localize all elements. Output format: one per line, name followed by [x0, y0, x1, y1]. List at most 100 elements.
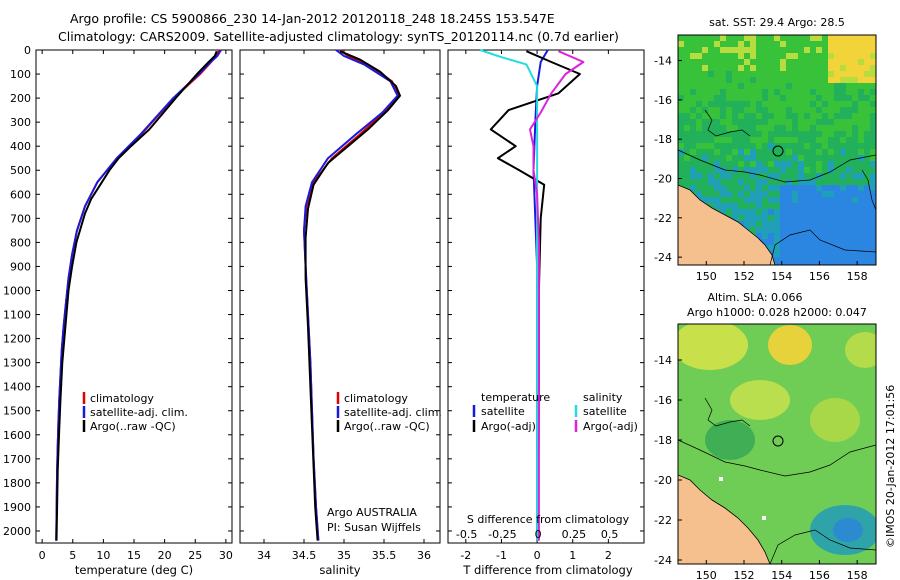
- sst-cell: [684, 155, 690, 161]
- sst-cell: [864, 263, 870, 265]
- sst-cell: [852, 59, 858, 65]
- sst-cell: [726, 59, 732, 65]
- sst-cell: [786, 161, 792, 167]
- sst-cell: [798, 119, 804, 125]
- sst-cell: [678, 95, 684, 101]
- x-tick-label: 0: [39, 549, 46, 562]
- lat-tick-label: -22: [654, 514, 672, 527]
- legend-t-argo-label: Argo(-adj): [481, 420, 536, 433]
- sst-cell: [798, 113, 804, 119]
- sst-cell: [762, 101, 768, 107]
- sst-cell: [690, 101, 696, 107]
- sst-cell: [750, 209, 756, 215]
- sst-cell: [720, 59, 726, 65]
- sst-cell: [720, 167, 726, 173]
- sst-cell: [678, 155, 684, 161]
- sst-cell: [774, 131, 780, 137]
- sst-cell: [762, 143, 768, 149]
- sst-cell: [858, 131, 864, 137]
- sst-cell: [738, 215, 744, 221]
- sst-cell: [744, 77, 750, 83]
- sst-cell: [804, 203, 810, 209]
- sst-cell: [816, 77, 822, 83]
- sst-cell: [864, 47, 870, 53]
- sst-cell: [780, 125, 786, 131]
- sst-cell: [774, 89, 780, 95]
- sst-cell: [768, 95, 774, 101]
- sst-cell: [786, 143, 792, 149]
- sst-cell: [846, 167, 852, 173]
- sst-cell: [846, 119, 852, 125]
- sst-cell: [720, 107, 726, 113]
- sst-cell: [684, 101, 690, 107]
- figure-title-line2: Climatology: CARS2009. Satellite-adjuste…: [58, 29, 619, 44]
- sst-cell: [696, 71, 702, 77]
- sst-cell: [846, 143, 852, 149]
- sst-cell: [756, 197, 762, 203]
- sst-cell: [864, 239, 870, 245]
- sst-cell: [792, 47, 798, 53]
- sst-cell: [744, 191, 750, 197]
- sst-cell: [756, 155, 762, 161]
- sst-cell: [684, 179, 690, 185]
- sst-cell: [702, 71, 708, 77]
- sst-cell: [870, 251, 876, 257]
- sst-cell: [834, 71, 840, 77]
- sst-cell: [684, 173, 690, 179]
- sst-cell: [846, 59, 852, 65]
- sst-cell: [780, 239, 786, 245]
- sst-cell: [864, 167, 870, 173]
- sst-cell: [846, 263, 852, 265]
- sst-cell: [792, 137, 798, 143]
- sst-cell: [840, 251, 846, 257]
- sla-map: Altim. SLA: 0.066 Argo h1000: 0.028 h200…: [654, 291, 877, 580]
- sst-cell: [834, 239, 840, 245]
- sst-cell: [678, 179, 684, 185]
- sst-cell: [852, 137, 858, 143]
- sst-cell: [732, 191, 738, 197]
- sst-cell: [774, 95, 780, 101]
- sst-cell: [714, 59, 720, 65]
- sst-cell: [684, 185, 690, 191]
- sst-cell: [750, 167, 756, 173]
- lon-tick-label: 154: [771, 569, 792, 580]
- sst-cell: [738, 167, 744, 173]
- sst-cell: [720, 137, 726, 143]
- sst-cell: [840, 41, 846, 47]
- sst-cell: [786, 59, 792, 65]
- sst-cell: [870, 41, 876, 47]
- sst-cell: [834, 95, 840, 101]
- sst-cell: [810, 239, 816, 245]
- sst-cell: [798, 203, 804, 209]
- sst-cell: [678, 131, 684, 137]
- sst-cell: [690, 149, 696, 155]
- sst-cell: [738, 131, 744, 137]
- sst-cell: [780, 257, 786, 263]
- sst-cell: [750, 173, 756, 179]
- sst-cell: [678, 125, 684, 131]
- sst-cell: [852, 179, 858, 185]
- sst-cell: [834, 59, 840, 65]
- x-tick-label: 0: [534, 549, 541, 562]
- sst-cell: [762, 167, 768, 173]
- salinity-lines: [303, 49, 401, 541]
- sst-cell: [750, 131, 756, 137]
- sst-cell: [756, 65, 762, 71]
- sst-cell: [732, 173, 738, 179]
- sla-high-anomaly: [730, 380, 790, 420]
- sst-cell: [870, 179, 876, 185]
- lon-tick-label: 150: [696, 270, 717, 283]
- sst-cell: [804, 233, 810, 239]
- sst-cell: [678, 149, 684, 155]
- sst-cell: [690, 65, 696, 71]
- sst-cell: [744, 41, 750, 47]
- sst-cell: [768, 137, 774, 143]
- sst-cell: [714, 203, 720, 209]
- sst-cell: [786, 125, 792, 131]
- x-tick-label: 35: [337, 549, 351, 562]
- sst-cell: [810, 185, 816, 191]
- sst-cell: [792, 71, 798, 77]
- sst-cell: [810, 263, 816, 265]
- sst-cell: [696, 125, 702, 131]
- legend-temperature-title: temperature: [481, 391, 550, 404]
